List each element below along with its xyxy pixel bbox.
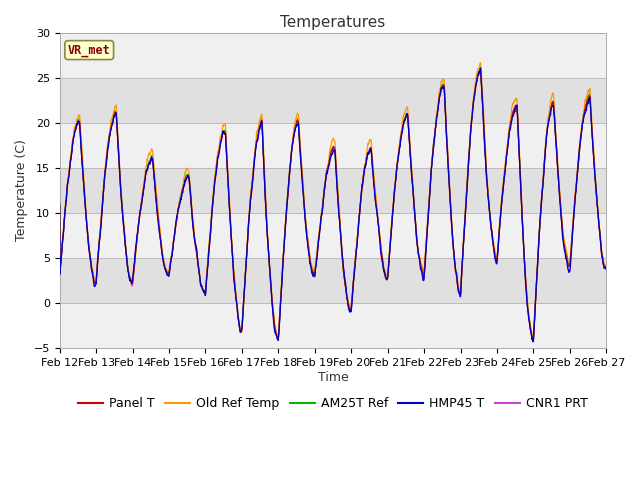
Panel T [570,213,577,219]
HMP45 T [349,291,356,297]
CNR1 PRT [477,66,484,72]
CNR1 PRT [275,336,282,341]
Old Ref Temp [208,207,216,213]
Bar [60,123,606,168]
HMP45 T [56,203,63,208]
HMP45 T [477,65,484,71]
AM25T Ref [349,284,356,289]
CNR1 PRT [570,214,577,220]
Bar [60,33,606,78]
Old Ref Temp [477,60,484,66]
AM25T Ref [56,200,63,205]
AM25T Ref [361,164,369,169]
HMP45 T [208,208,216,214]
HMP45 T [555,177,563,182]
Old Ref Temp [361,163,369,169]
Old Ref Temp [602,264,610,270]
Old Ref Temp [570,209,577,215]
Old Ref Temp [492,255,500,261]
Bar [60,303,606,348]
AM25T Ref [492,256,500,262]
AM25T Ref [602,264,610,270]
Panel T [349,289,356,295]
CNR1 PRT [361,164,369,170]
Bar [60,78,606,123]
HMP45 T [602,266,610,272]
Line: Old Ref Temp: Old Ref Temp [60,63,606,339]
Panel T [529,338,537,344]
CNR1 PRT [208,208,216,214]
Panel T [477,66,484,72]
Bar [60,213,606,258]
Title: Temperatures: Temperatures [280,15,386,30]
AM25T Ref [570,213,577,218]
Line: Panel T: Panel T [60,69,606,341]
Line: HMP45 T: HMP45 T [60,68,606,342]
X-axis label: Time: Time [317,371,348,384]
Old Ref Temp [349,282,356,288]
AM25T Ref [477,64,484,70]
Bar [60,258,606,303]
Old Ref Temp [56,200,63,205]
CNR1 PRT [349,284,356,289]
Panel T [492,256,500,262]
HMP45 T [529,339,537,345]
Panel T [602,265,610,271]
Panel T [56,201,63,206]
Y-axis label: Temperature (C): Temperature (C) [15,139,28,241]
Old Ref Temp [275,336,282,342]
HMP45 T [361,167,369,172]
Panel T [361,165,369,171]
CNR1 PRT [56,200,63,205]
Line: CNR1 PRT: CNR1 PRT [60,69,606,338]
Panel T [208,207,216,213]
Panel T [555,176,563,182]
Line: AM25T Ref: AM25T Ref [60,67,606,340]
Text: VR_met: VR_met [68,44,111,57]
CNR1 PRT [555,175,563,180]
Bar [60,168,606,213]
AM25T Ref [275,337,282,343]
HMP45 T [492,259,500,265]
AM25T Ref [555,175,563,181]
Old Ref Temp [555,171,563,177]
Legend: Panel T, Old Ref Temp, AM25T Ref, HMP45 T, CNR1 PRT: Panel T, Old Ref Temp, AM25T Ref, HMP45 … [73,392,593,415]
AM25T Ref [208,205,216,211]
CNR1 PRT [602,266,610,272]
HMP45 T [570,216,577,222]
CNR1 PRT [492,257,500,263]
